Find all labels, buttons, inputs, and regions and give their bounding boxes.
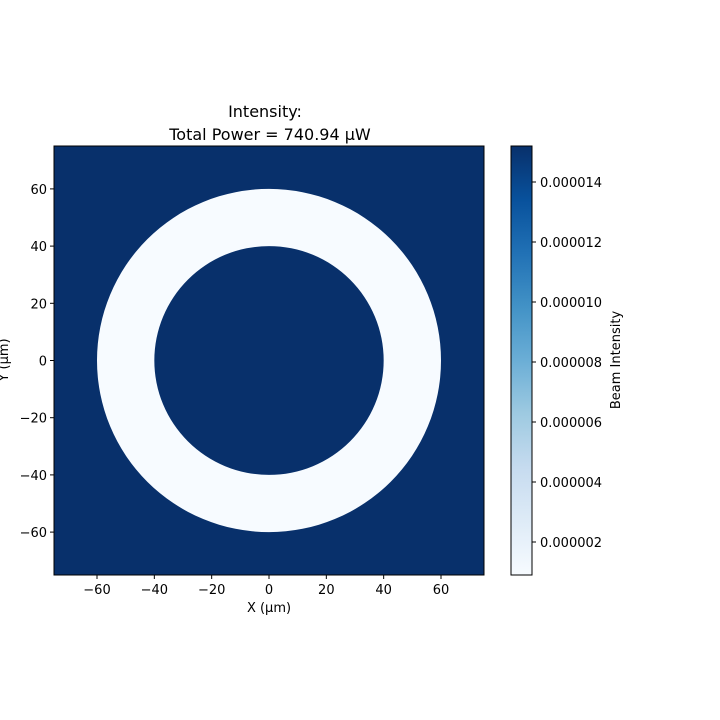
colorbar-tick-label: 0.000002 [540, 536, 602, 551]
y-tick-label: 0 [39, 355, 47, 370]
x-tick-label: −40 [141, 583, 168, 598]
colorbar-frame [510, 145, 533, 576]
x-tick-label: −60 [83, 583, 110, 598]
y-tick-label: 40 [30, 240, 47, 255]
x-tick-label: 0 [265, 583, 273, 598]
chart-title-line-1: Intensity: [228, 102, 302, 121]
y-axis-label: Y (μm) [0, 338, 12, 382]
colorbar-label: Beam Intensity [609, 311, 624, 410]
colorbar-tick-label: 0.000006 [540, 416, 602, 431]
x-tick-label: 20 [318, 583, 335, 598]
x-tick-label: −20 [198, 583, 225, 598]
heatmap-annulus-ring [97, 188, 441, 533]
colorbar-ticks: 0.000002 0.000004 0.000006 0.000008 0.000010… [532, 176, 602, 551]
y-axis-ticks: −60 −40 −20 0 20 40 60 [20, 183, 54, 541]
y-tick-label: 20 [30, 297, 47, 312]
y-tick-label: −40 [20, 469, 47, 484]
colorbar-tick-label: 0.000008 [540, 356, 602, 371]
colorbar-tick-label: 0.000014 [540, 176, 602, 191]
y-tick-label: −60 [20, 526, 47, 541]
heatmap-plot-area [53, 145, 485, 576]
y-tick-label: 60 [30, 183, 47, 198]
colorbar-tick-label: 0.000004 [540, 476, 602, 491]
colorbar-tick-label: 0.000012 [540, 236, 602, 251]
y-tick-label: −20 [20, 412, 47, 427]
x-tick-label: 40 [375, 583, 392, 598]
colorbar: 0.000002 0.000004 0.000006 0.000008 0.000010… [510, 145, 624, 576]
chart-title-line-2: Total Power = 740.94 μW [168, 125, 371, 144]
x-axis-label: X (μm) [247, 601, 291, 616]
colorbar-tick-label: 0.000010 [540, 296, 602, 311]
x-tick-label: 60 [433, 583, 450, 598]
x-axis-ticks: −60 −40 −20 0 20 40 60 [83, 575, 449, 598]
colorbar-gradient [511, 146, 532, 575]
